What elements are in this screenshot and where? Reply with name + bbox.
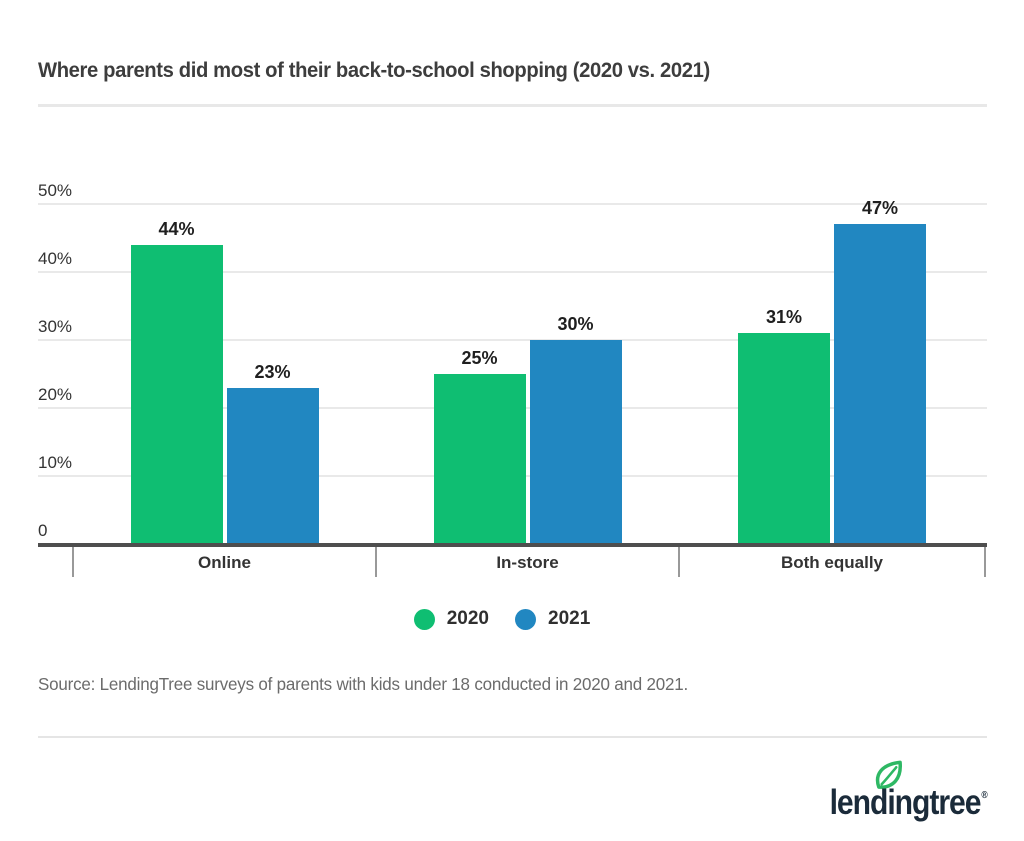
gridline: [38, 203, 987, 205]
bar-value-label: 25%: [461, 348, 498, 368]
y-axis-label: 50%: [38, 181, 73, 200]
x-axis-tick: [375, 547, 377, 577]
lendingtree-logo: lendingtree®: [795, 760, 988, 822]
bar-2021-both-equally: [834, 224, 926, 544]
source-note: Source: LendingTree surveys of parents w…: [38, 674, 689, 694]
legend-dot-2021: [515, 608, 536, 630]
y-axis-label: 20%: [38, 385, 73, 404]
gridline: [38, 271, 987, 273]
category-label-online: Online: [198, 553, 251, 572]
title-divider: [38, 104, 987, 107]
legend-item-2021: 2021: [515, 608, 590, 630]
legend-dot-2020: [413, 608, 435, 630]
y-axis-label: 30%: [38, 317, 73, 336]
x-axis-line: [38, 543, 987, 547]
legend-label: 2021: [548, 608, 591, 629]
x-axis-tick: [678, 547, 680, 577]
category-label-both-equally: Both equally: [780, 553, 883, 572]
x-axis-tick: [984, 547, 986, 577]
chart-legend: 2020 2021: [0, 606, 1014, 632]
registered-mark: ®: [981, 790, 988, 801]
category-label-in-store: In-store: [496, 553, 559, 572]
y-axis-label: 0: [38, 521, 48, 540]
logo-text: lendingtree: [829, 783, 982, 822]
bar-2021-in-store: [529, 340, 622, 544]
legend-label: 2020: [446, 608, 489, 629]
bar-value-label: 31%: [765, 307, 803, 328]
bar-value-label: 47%: [861, 198, 899, 219]
bar-2021-online: [226, 387, 319, 544]
bar-value-label: 44%: [158, 218, 195, 239]
legend-item-2020: 2020: [413, 608, 489, 630]
chart-title: Where parents did most of their back-to-…: [38, 58, 710, 82]
footer-divider: [38, 736, 987, 738]
y-axis-label: 40%: [38, 249, 73, 268]
gridline: [38, 339, 987, 341]
leaf-icon: [875, 760, 902, 789]
x-axis-tick: [72, 547, 74, 577]
y-axis-label: 10%: [38, 453, 73, 472]
bar-2020-both-equally: [738, 333, 830, 544]
bar-value-label: 23%: [254, 361, 291, 382]
bar-2020-in-store: [433, 374, 526, 544]
bar-value-label: 30%: [557, 314, 594, 334]
logo-wordmark: lendingtree®: [829, 783, 988, 822]
bar-2020-online: [130, 244, 223, 544]
